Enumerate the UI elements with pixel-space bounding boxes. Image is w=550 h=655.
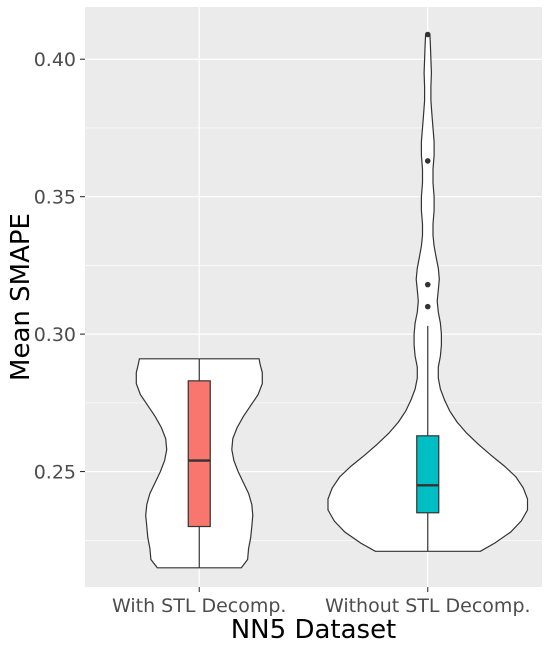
outlier-point [424, 158, 431, 164]
x-axis-title: NN5 Dataset [231, 615, 397, 645]
y-tick-label: 0.25 [34, 462, 76, 484]
y-axis-title: Mean SMAPE [6, 213, 36, 381]
y-tick-label: 0.30 [34, 324, 76, 346]
outliers [424, 31, 431, 310]
boxplots [187, 325, 440, 568]
outlier-point [424, 303, 431, 310]
x-tick-label: With STL Decomp. [112, 595, 286, 617]
y-tick-label: 0.35 [34, 187, 76, 209]
x-axis: With STL Decomp. Without STL Decomp. [112, 587, 531, 617]
x-tick-label: Without STL Decomp. [325, 595, 531, 617]
y-tick-label: 0.40 [34, 49, 76, 71]
box-iqr [416, 435, 440, 514]
box-iqr [187, 380, 211, 528]
outlier-point [424, 281, 431, 288]
outlier-point [424, 31, 431, 38]
y-axis: 0.25 0.30 0.35 0.40 [34, 49, 85, 484]
